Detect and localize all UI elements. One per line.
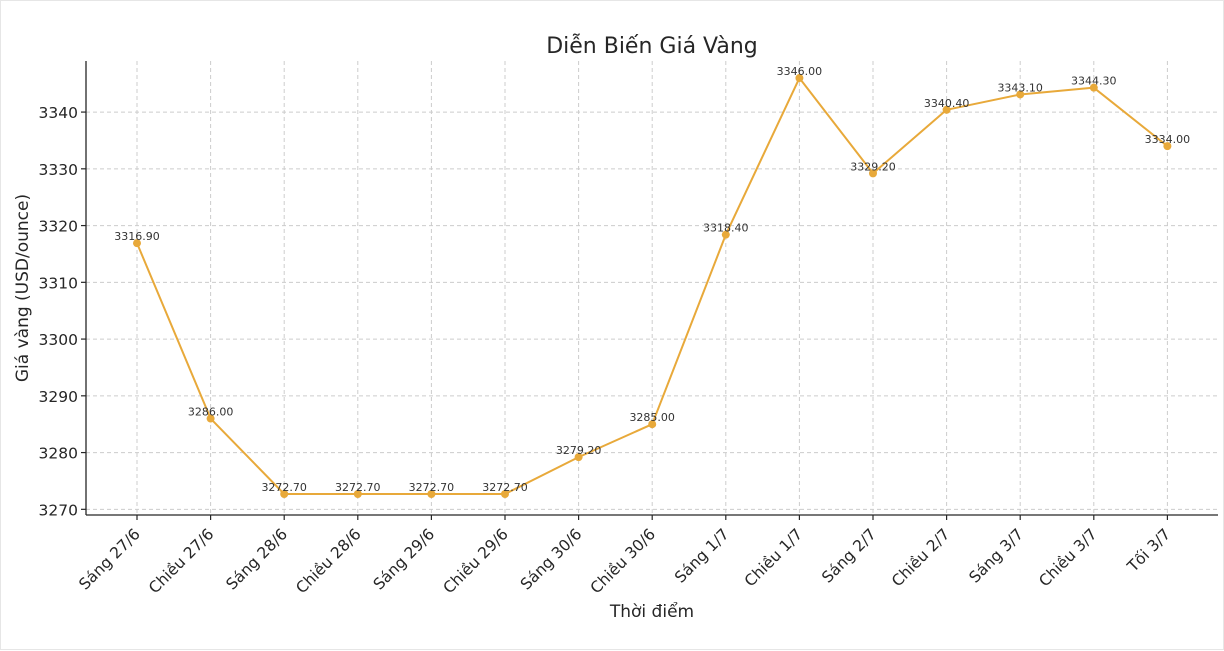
x-tick-label: Sáng 1/7 <box>671 525 732 586</box>
data-point <box>280 490 289 499</box>
y-tick-label: 3300 <box>39 331 78 349</box>
data-point <box>427 490 436 499</box>
x-tick-label: Chiều 29/6 <box>440 525 512 597</box>
x-tick-label: Chiều 2/7 <box>888 525 953 590</box>
data-point <box>942 105 951 114</box>
data-label: 3329.20 <box>850 160 896 173</box>
x-tick-label: Chiều 1/7 <box>741 525 806 590</box>
y-tick-label: 3280 <box>39 445 78 463</box>
data-point <box>648 420 657 429</box>
y-tick-label: 3270 <box>39 501 78 519</box>
data-label: 3272.70 <box>261 481 307 494</box>
chart-title: Diễn Biến Giá Vàng <box>546 33 758 59</box>
y-tick-label: 3340 <box>39 104 78 122</box>
data-point <box>1163 142 1172 151</box>
data-label: 3272.70 <box>335 481 381 494</box>
x-tick-label: Sáng 30/6 <box>517 525 585 593</box>
grid <box>86 61 1218 515</box>
x-axis-label: Thời điểm <box>609 601 694 622</box>
markers <box>133 74 1172 499</box>
y-tick-label: 3330 <box>39 161 78 179</box>
x-tick-label: Sáng 27/6 <box>75 525 143 593</box>
data-point <box>574 453 583 462</box>
x-tick-label: Tối 3/7 <box>1123 525 1174 576</box>
data-point <box>869 169 877 178</box>
data-label: 3316.90 <box>114 230 160 243</box>
x-tick-label: Sáng 28/6 <box>223 525 291 593</box>
data-labels: 3316.90 3286.00 3272.70 3272.70 3272.70 3272.… <box>114 65 1190 494</box>
data-label: 3334.00 <box>1145 133 1191 146</box>
y-ticks: 3270 3280 3290 3300 3310 3320 3330 3340 <box>39 104 86 519</box>
x-ticks: Sáng 27/6 Chiều 27/6 Sáng 28/6 Chiều 28/6 Sá… <box>75 515 1174 597</box>
data-label: 3344.30 <box>1071 75 1117 88</box>
x-tick-label: Chiều 27/6 <box>145 525 217 597</box>
data-point <box>501 490 509 499</box>
data-label: 3272.70 <box>409 481 455 494</box>
y-tick-label: 3320 <box>39 218 78 236</box>
x-tick-label: Chiều 3/7 <box>1035 525 1100 590</box>
data-point <box>133 239 141 248</box>
data-point <box>1016 90 1025 99</box>
data-label: 3343.10 <box>997 81 1043 94</box>
y-tick-label: 3310 <box>39 274 78 292</box>
data-label: 3279.20 <box>556 444 602 457</box>
x-tick-label: Sáng 3/7 <box>966 525 1027 586</box>
y-tick-label: 3290 <box>39 388 78 406</box>
x-tick-label: Sáng 29/6 <box>370 525 438 593</box>
data-label: 3318.40 <box>703 222 749 235</box>
data-label: 3346.00 <box>777 65 823 78</box>
data-point <box>353 490 362 499</box>
y-axis-label: Giá vàng (USD/ounce) <box>13 194 33 382</box>
data-point <box>795 74 804 83</box>
x-tick-label: Chiều 30/6 <box>587 525 659 597</box>
x-tick-label: Chiều 28/6 <box>292 525 364 597</box>
data-point <box>1089 83 1098 92</box>
data-point <box>721 230 730 239</box>
data-label: 3286.00 <box>188 406 234 419</box>
data-label: 3285.00 <box>629 411 675 424</box>
data-point <box>206 414 215 423</box>
data-label: 3340.40 <box>924 97 970 110</box>
x-tick-label: Sáng 2/7 <box>818 525 879 586</box>
data-label: 3272.70 <box>482 481 528 494</box>
